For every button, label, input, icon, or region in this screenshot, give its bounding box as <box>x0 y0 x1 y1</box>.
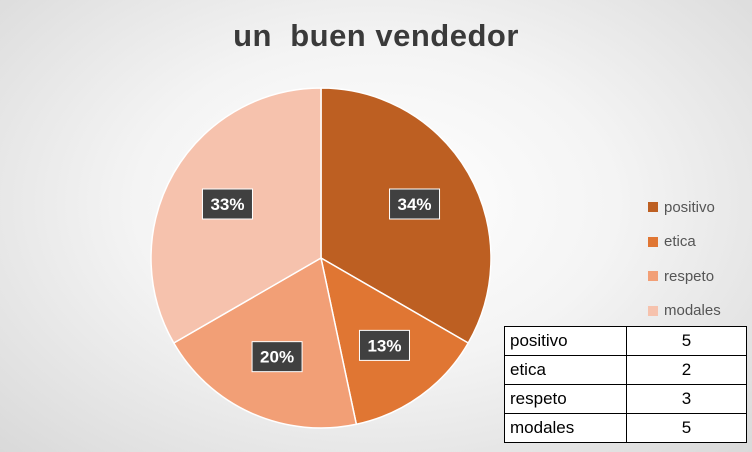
legend-item-respeto: respeto <box>648 259 752 294</box>
table-cell-value: 5 <box>626 413 747 443</box>
legend-item-modales: modales <box>648 294 752 329</box>
data-label-text: 13% <box>367 336 401 355</box>
data-label-box <box>201 188 253 220</box>
table-cell-name: modales <box>504 413 627 443</box>
legend-label-etica: etica <box>664 233 696 251</box>
legend: positivo etica respeto modales <box>648 190 752 328</box>
data-label-box <box>251 341 303 373</box>
table-row: etica 2 <box>504 355 747 385</box>
legend-label-respeto: respeto <box>664 267 715 285</box>
legend-swatch-modales <box>648 305 658 316</box>
data-label-text: 33% <box>210 195 244 214</box>
data-label-text: 20% <box>260 348 294 367</box>
data-label-positivo: 34% <box>389 188 441 220</box>
legend-item-positivo: positivo <box>648 190 752 225</box>
legend-swatch-respeto <box>648 271 658 282</box>
data-table: positivo 5 etica 2 respeto 3 modales 5 <box>504 326 747 443</box>
table-cell-value: 2 <box>626 355 747 385</box>
legend-label-modales: modales <box>664 302 721 320</box>
table-row: positivo 5 <box>504 326 747 356</box>
legend-label-positivo: positivo <box>664 198 715 216</box>
table-row: respeto 3 <box>504 384 747 414</box>
data-label-modales: 33% <box>201 188 253 220</box>
table-row: modales 5 <box>504 413 747 443</box>
legend-swatch-etica <box>648 236 658 247</box>
data-label-respeto: 20% <box>251 341 303 373</box>
data-label-box <box>389 188 441 220</box>
data-label-box <box>358 329 410 361</box>
table-cell-name: positivo <box>504 326 627 356</box>
table-cell-name: etica <box>504 355 627 385</box>
table-cell-name: respeto <box>504 384 627 414</box>
table-cell-value: 3 <box>626 384 747 414</box>
chart-title: un buen vendedor <box>233 18 519 53</box>
data-label-text: 34% <box>398 195 432 214</box>
table-cell-value: 5 <box>626 326 747 356</box>
legend-item-etica: etica <box>648 225 752 260</box>
legend-swatch-positivo <box>648 202 658 213</box>
data-label-etica: 13% <box>358 329 410 361</box>
